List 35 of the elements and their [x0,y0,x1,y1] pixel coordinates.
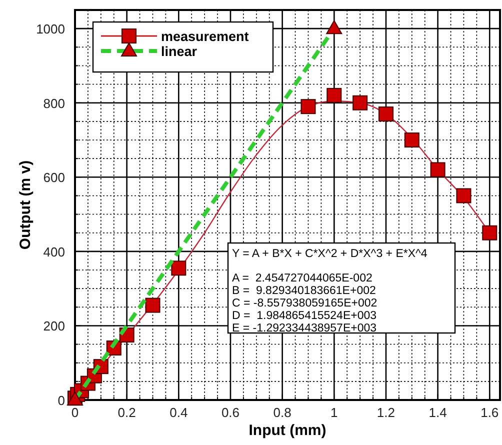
annotation: E = -1.292334438957E+003 [232,322,377,334]
x-tick-label: 1.2 [376,405,396,420]
x-tick-label: 0.8 [273,405,292,420]
point [456,188,472,204]
x-tick-label: 1.4 [428,405,447,420]
annotation: D = 1.984865415524E+003 [232,310,377,322]
y-tick-label: 0 [58,393,65,408]
y-tick-label: 400 [43,244,65,260]
point [326,88,342,103]
y-tick-label: 800 [43,96,65,111]
x-axis-title: Input (mm) [248,422,326,439]
point [145,298,160,313]
legend-label: linear [161,44,198,59]
y-tick-label: 1000 [36,22,65,37]
legend-label: measurement [161,29,250,44]
x-tick-label: 0.6 [221,405,240,420]
y-tick-label: 200 [43,318,65,334]
annotation: A = 2.454727044065E-002 [232,272,372,284]
point [430,162,446,178]
y-tick-label: 600 [43,170,65,186]
point [352,95,368,110]
point [171,260,186,276]
annotation: B = 9.829340183661E+002 [232,285,376,297]
annotation: C = -8.557938059165E+002 [232,298,378,310]
point [300,99,316,114]
x-tick-label: 0.4 [170,405,188,420]
point [378,106,394,122]
x-tick-label: 1.6 [480,405,499,420]
point [404,132,420,148]
x-tick-label: 1 [330,405,338,420]
y-axis-title: Output (m v) [17,160,34,250]
annotation: Y = A + B*X + C*X^2 + D*X^3 + E*X^4 [232,248,428,260]
x-tick-label: 0.2 [118,405,136,420]
x-tick-label: 0 [71,405,79,420]
point [482,225,498,240]
